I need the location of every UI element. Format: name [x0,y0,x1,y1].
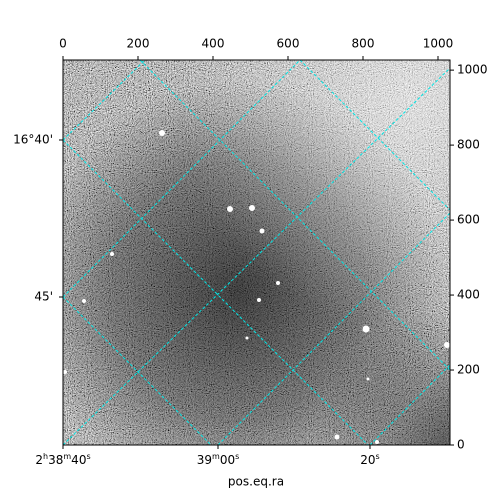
y-tick-label: 600 [457,213,480,227]
dec-tick-label: 45' [34,290,53,304]
sky-image [63,60,450,445]
x-tick-label: 400 [202,37,225,51]
x-axis-label: pos.eq.ra [228,475,284,489]
x-tick-label: 800 [352,37,375,51]
y-tick-label: 200 [457,363,480,377]
x-tick-label: 1000 [423,37,454,51]
axes-frame [62,59,451,446]
stars [63,130,450,444]
y-tick-label: 0 [457,438,465,452]
y-tick-label: 800 [457,138,480,152]
ra-tick-label: 2h38m40s [35,452,90,467]
x-tick-label: 200 [127,37,150,51]
y-tick-label: 400 [457,288,480,302]
ra-tick-label: 20s [360,452,379,467]
ra-tick-label: 39m00s [197,452,240,467]
x-tick-label: 600 [277,37,300,51]
x-tick-label: 0 [59,37,67,51]
wcs-grid [63,60,450,445]
y-tick-label: 1000 [457,63,488,77]
dec-tick-label: 16°40' [13,133,53,147]
